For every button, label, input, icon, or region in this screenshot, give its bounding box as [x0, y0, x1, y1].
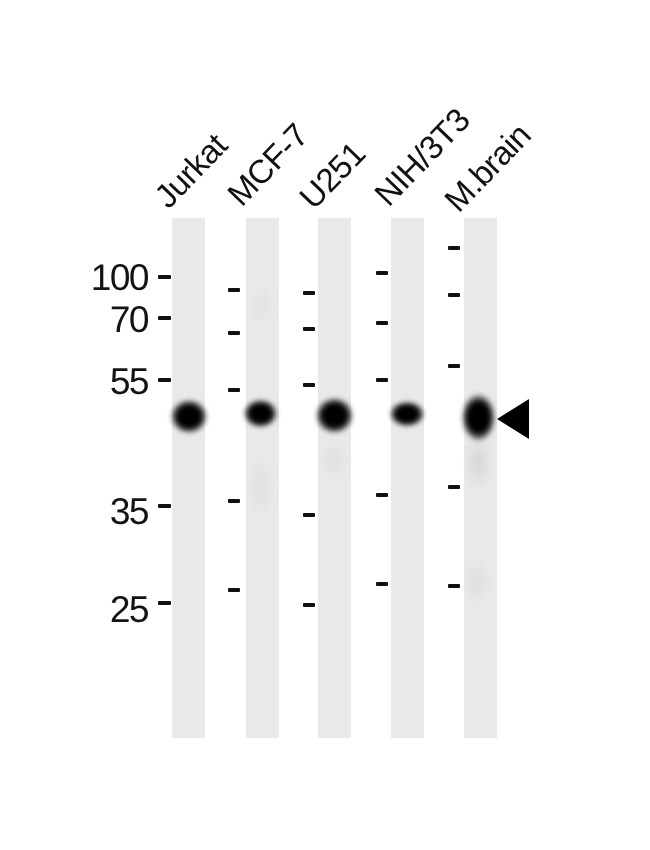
band-m-brain	[459, 391, 497, 443]
lane-gap-tick	[448, 293, 460, 297]
lane-gap-tick	[303, 383, 315, 387]
mw-label-100: 100	[90, 257, 150, 298]
lane-u251	[318, 218, 351, 738]
lane-gap-tick	[376, 493, 388, 497]
lane-gap-tick	[228, 388, 240, 392]
band-jurkat	[169, 397, 209, 435]
lane-gap-tick	[448, 485, 460, 489]
lane-gap-tick	[376, 321, 388, 325]
mw-tick-70	[158, 316, 171, 320]
lane-label-jurkat: Jurkat	[147, 126, 235, 215]
lane-jurkat	[172, 218, 205, 738]
lane-gap-tick	[228, 331, 240, 335]
mw-label-70: 70	[109, 299, 150, 340]
band-mcf-7	[241, 397, 279, 429]
mw-label-25: 25	[109, 589, 150, 630]
mw-label-35: 35	[109, 491, 150, 532]
film-smudge	[464, 433, 492, 491]
film-smudge	[464, 558, 490, 606]
mw-tick-35	[158, 504, 171, 508]
lane-gap-tick	[303, 603, 315, 607]
film-smudge	[320, 438, 348, 482]
film-smudge	[248, 457, 274, 517]
band-nih-3t3	[388, 400, 426, 428]
band-arrowhead-marker	[497, 399, 529, 439]
mw-tick-25	[158, 601, 171, 605]
lane-gap-tick	[303, 513, 315, 517]
mw-label-55: 55	[109, 361, 150, 402]
band-u251	[313, 395, 355, 435]
lane-gap-tick	[376, 378, 388, 382]
lane-gap-tick	[228, 288, 240, 292]
lane-gap-tick	[448, 584, 460, 588]
lane-mcf-7	[246, 218, 279, 738]
lane-gap-tick	[303, 291, 315, 295]
lane-gap-tick	[228, 588, 240, 592]
lane-gap-tick	[376, 271, 388, 275]
lane-gap-tick	[448, 364, 460, 368]
lane-m-brain	[464, 218, 497, 738]
lane-gap-tick	[376, 582, 388, 586]
mw-tick-100	[158, 275, 171, 279]
mw-tick-55	[158, 378, 171, 382]
film-smudge	[250, 284, 274, 326]
lane-nih-3t3	[391, 218, 424, 738]
lane-gap-tick	[303, 327, 315, 331]
lane-gap-tick	[228, 499, 240, 503]
lane-gap-tick	[448, 246, 460, 250]
